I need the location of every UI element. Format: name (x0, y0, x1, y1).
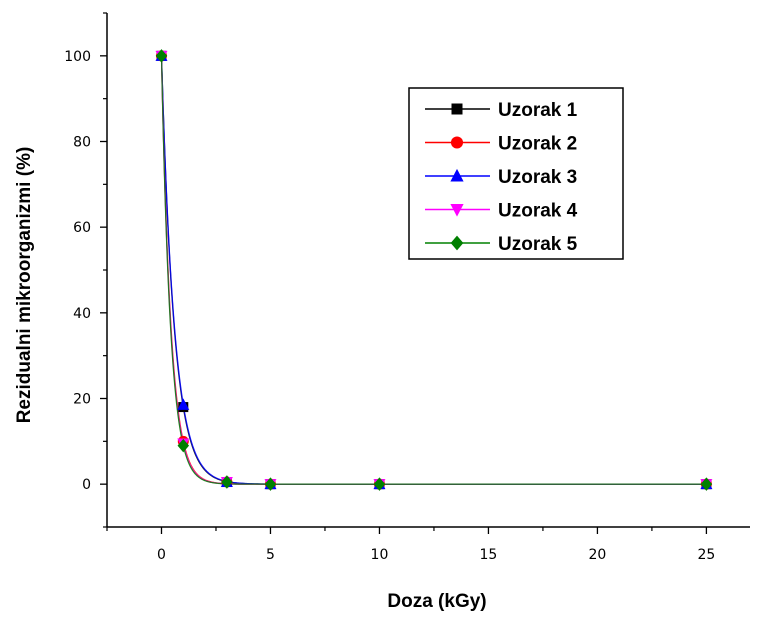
data-point (264, 477, 277, 491)
ticks (100, 12, 708, 534)
y-tick-label: 40 (73, 306, 91, 322)
x-tick-label: 20 (589, 547, 607, 563)
x-axis-title: Doza (kGy) (387, 591, 486, 612)
data-points (155, 49, 713, 491)
legend-label: Uzorak 2 (498, 134, 577, 155)
y-tick-label: 20 (73, 392, 91, 408)
legend-marker (450, 235, 464, 251)
x-tick-label: 5 (266, 547, 275, 563)
data-point (700, 477, 713, 491)
legend-label: Uzorak 4 (498, 201, 578, 222)
fit-curve (160, 55, 707, 485)
legend-label: Uzorak 5 (498, 234, 578, 255)
y-tick-label: 60 (73, 220, 91, 236)
y-tick-label: 100 (64, 49, 91, 65)
data-point (155, 49, 168, 63)
legend-marker (450, 136, 464, 149)
x-tick-label: 10 (371, 547, 389, 563)
x-tick-label: 15 (480, 547, 498, 563)
legend: Uzorak 1 Uzorak 2 Uzorak 3 Uzorak 4 Uzorak 5 (408, 87, 624, 260)
x-tick-label: 0 (157, 547, 166, 563)
fit-curves (160, 55, 707, 485)
y-tick-label: 0 (82, 477, 91, 493)
data-point (177, 438, 190, 453)
legend-marker (450, 204, 464, 217)
legend-marker (451, 103, 463, 115)
legend-marker (450, 168, 464, 182)
x-tick-label: 25 (697, 547, 715, 563)
legend-label: Uzorak 3 (498, 167, 577, 188)
data-point (221, 475, 233, 489)
legend-label: Uzorak 1 (498, 100, 578, 121)
data-point (373, 477, 386, 491)
y-axis-title: Rezidualni mikroorganizmi (%) (14, 147, 35, 424)
data-point (177, 398, 190, 410)
tick-labels: 0 5 10 15 20 25 0 20 40 60 80 100 (64, 49, 715, 563)
y-tick-label: 80 (73, 135, 91, 151)
legend-box (408, 87, 624, 260)
